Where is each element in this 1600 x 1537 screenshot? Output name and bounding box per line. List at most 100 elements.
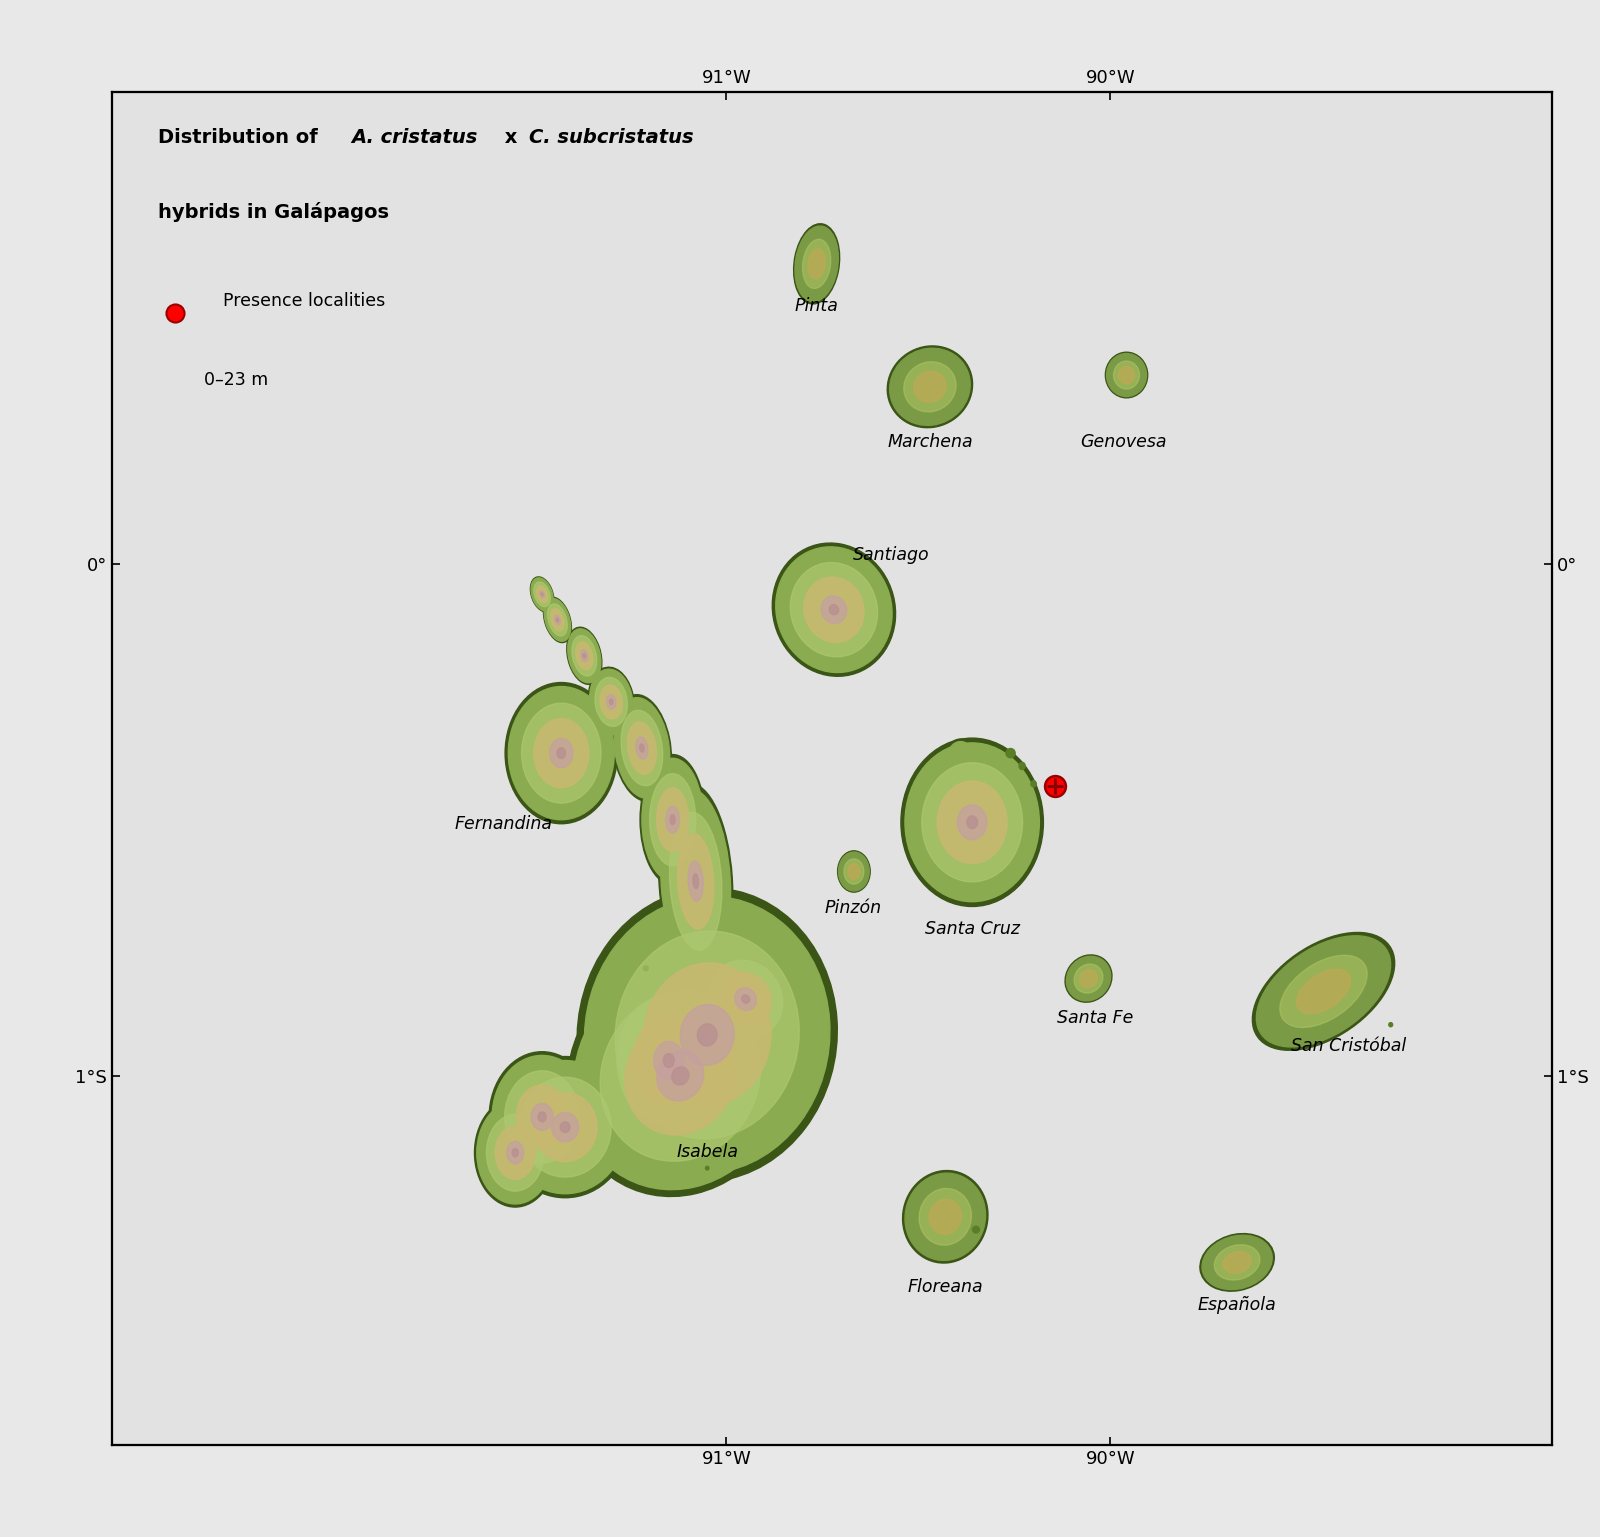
Ellipse shape xyxy=(693,875,699,888)
Text: Marchena: Marchena xyxy=(886,433,973,450)
Ellipse shape xyxy=(1389,1022,1392,1027)
Ellipse shape xyxy=(669,812,722,950)
Text: A. cristatus: A. cristatus xyxy=(352,128,478,148)
Ellipse shape xyxy=(720,971,771,1027)
Ellipse shape xyxy=(618,996,720,1125)
Text: Española: Española xyxy=(1198,1296,1277,1314)
Ellipse shape xyxy=(1006,749,1014,758)
Ellipse shape xyxy=(1202,1236,1272,1290)
Ellipse shape xyxy=(581,650,587,662)
Ellipse shape xyxy=(650,773,696,865)
Ellipse shape xyxy=(595,678,627,727)
Ellipse shape xyxy=(582,653,586,658)
Ellipse shape xyxy=(1019,762,1026,770)
Text: Pinzón: Pinzón xyxy=(824,899,882,918)
Text: 0–23 m: 0–23 m xyxy=(205,372,269,389)
Ellipse shape xyxy=(1066,954,1112,1002)
Text: Fernandina: Fernandina xyxy=(454,815,552,833)
Ellipse shape xyxy=(600,686,622,719)
Ellipse shape xyxy=(640,744,645,752)
Ellipse shape xyxy=(666,807,680,833)
Ellipse shape xyxy=(557,749,565,758)
Ellipse shape xyxy=(658,1051,704,1100)
Ellipse shape xyxy=(531,1104,554,1130)
Ellipse shape xyxy=(635,736,648,759)
Ellipse shape xyxy=(534,718,589,788)
Ellipse shape xyxy=(504,1071,579,1164)
Ellipse shape xyxy=(794,224,840,304)
Ellipse shape xyxy=(544,598,571,642)
Ellipse shape xyxy=(821,596,846,624)
Ellipse shape xyxy=(808,249,826,280)
Ellipse shape xyxy=(539,590,544,598)
Ellipse shape xyxy=(566,627,602,684)
Ellipse shape xyxy=(693,944,798,1054)
Ellipse shape xyxy=(1066,956,1110,1001)
Ellipse shape xyxy=(568,629,602,682)
Text: hybrids in Galápagos: hybrids in Galápagos xyxy=(158,203,389,223)
Ellipse shape xyxy=(902,1171,987,1263)
Ellipse shape xyxy=(838,851,870,891)
Ellipse shape xyxy=(1200,1234,1274,1291)
Ellipse shape xyxy=(966,816,978,828)
Ellipse shape xyxy=(696,947,795,1051)
Ellipse shape xyxy=(1222,1251,1251,1273)
Ellipse shape xyxy=(614,931,800,1139)
Ellipse shape xyxy=(734,988,757,1010)
Ellipse shape xyxy=(709,961,782,1037)
Ellipse shape xyxy=(576,642,594,670)
Ellipse shape xyxy=(1074,964,1102,993)
Ellipse shape xyxy=(949,741,973,764)
Ellipse shape xyxy=(838,851,869,891)
Ellipse shape xyxy=(600,973,738,1148)
Ellipse shape xyxy=(610,699,613,704)
Ellipse shape xyxy=(1280,954,1366,1028)
Ellipse shape xyxy=(541,593,542,596)
Ellipse shape xyxy=(486,1114,544,1191)
Ellipse shape xyxy=(1107,354,1147,397)
Ellipse shape xyxy=(573,962,787,1190)
Ellipse shape xyxy=(1253,933,1395,1050)
Text: Genovesa: Genovesa xyxy=(1080,433,1166,450)
Text: Pinta: Pinta xyxy=(795,297,838,315)
Ellipse shape xyxy=(901,738,1043,907)
Ellipse shape xyxy=(930,1199,962,1234)
Ellipse shape xyxy=(918,1188,971,1245)
Ellipse shape xyxy=(584,896,830,1173)
Ellipse shape xyxy=(672,1067,690,1085)
Ellipse shape xyxy=(507,1142,523,1164)
Ellipse shape xyxy=(550,609,565,632)
Ellipse shape xyxy=(776,547,893,673)
Ellipse shape xyxy=(634,1016,704,1105)
Ellipse shape xyxy=(688,861,704,901)
Ellipse shape xyxy=(803,240,830,289)
Text: Isabela: Isabela xyxy=(677,1142,738,1160)
Ellipse shape xyxy=(843,859,864,884)
Ellipse shape xyxy=(640,755,706,885)
Ellipse shape xyxy=(794,616,829,655)
Ellipse shape xyxy=(475,1099,555,1207)
Ellipse shape xyxy=(643,965,648,971)
Ellipse shape xyxy=(677,833,714,928)
Text: Santiago: Santiago xyxy=(853,546,930,564)
Ellipse shape xyxy=(518,1077,611,1177)
Ellipse shape xyxy=(803,576,864,642)
Text: San Cristóbal: San Cristóbal xyxy=(1291,1037,1406,1056)
Ellipse shape xyxy=(773,543,896,676)
Ellipse shape xyxy=(922,762,1022,882)
Text: Presence localities: Presence localities xyxy=(224,292,386,310)
Ellipse shape xyxy=(613,695,672,801)
Ellipse shape xyxy=(656,788,688,851)
Ellipse shape xyxy=(477,1102,554,1203)
Ellipse shape xyxy=(531,576,554,612)
Ellipse shape xyxy=(742,994,749,1004)
Ellipse shape xyxy=(1118,366,1134,384)
Ellipse shape xyxy=(571,636,597,676)
Ellipse shape xyxy=(1030,781,1037,787)
Ellipse shape xyxy=(493,1056,592,1179)
Ellipse shape xyxy=(848,864,861,879)
Ellipse shape xyxy=(1114,361,1139,389)
Ellipse shape xyxy=(512,1148,518,1157)
Ellipse shape xyxy=(698,1024,717,1047)
Ellipse shape xyxy=(947,739,974,767)
